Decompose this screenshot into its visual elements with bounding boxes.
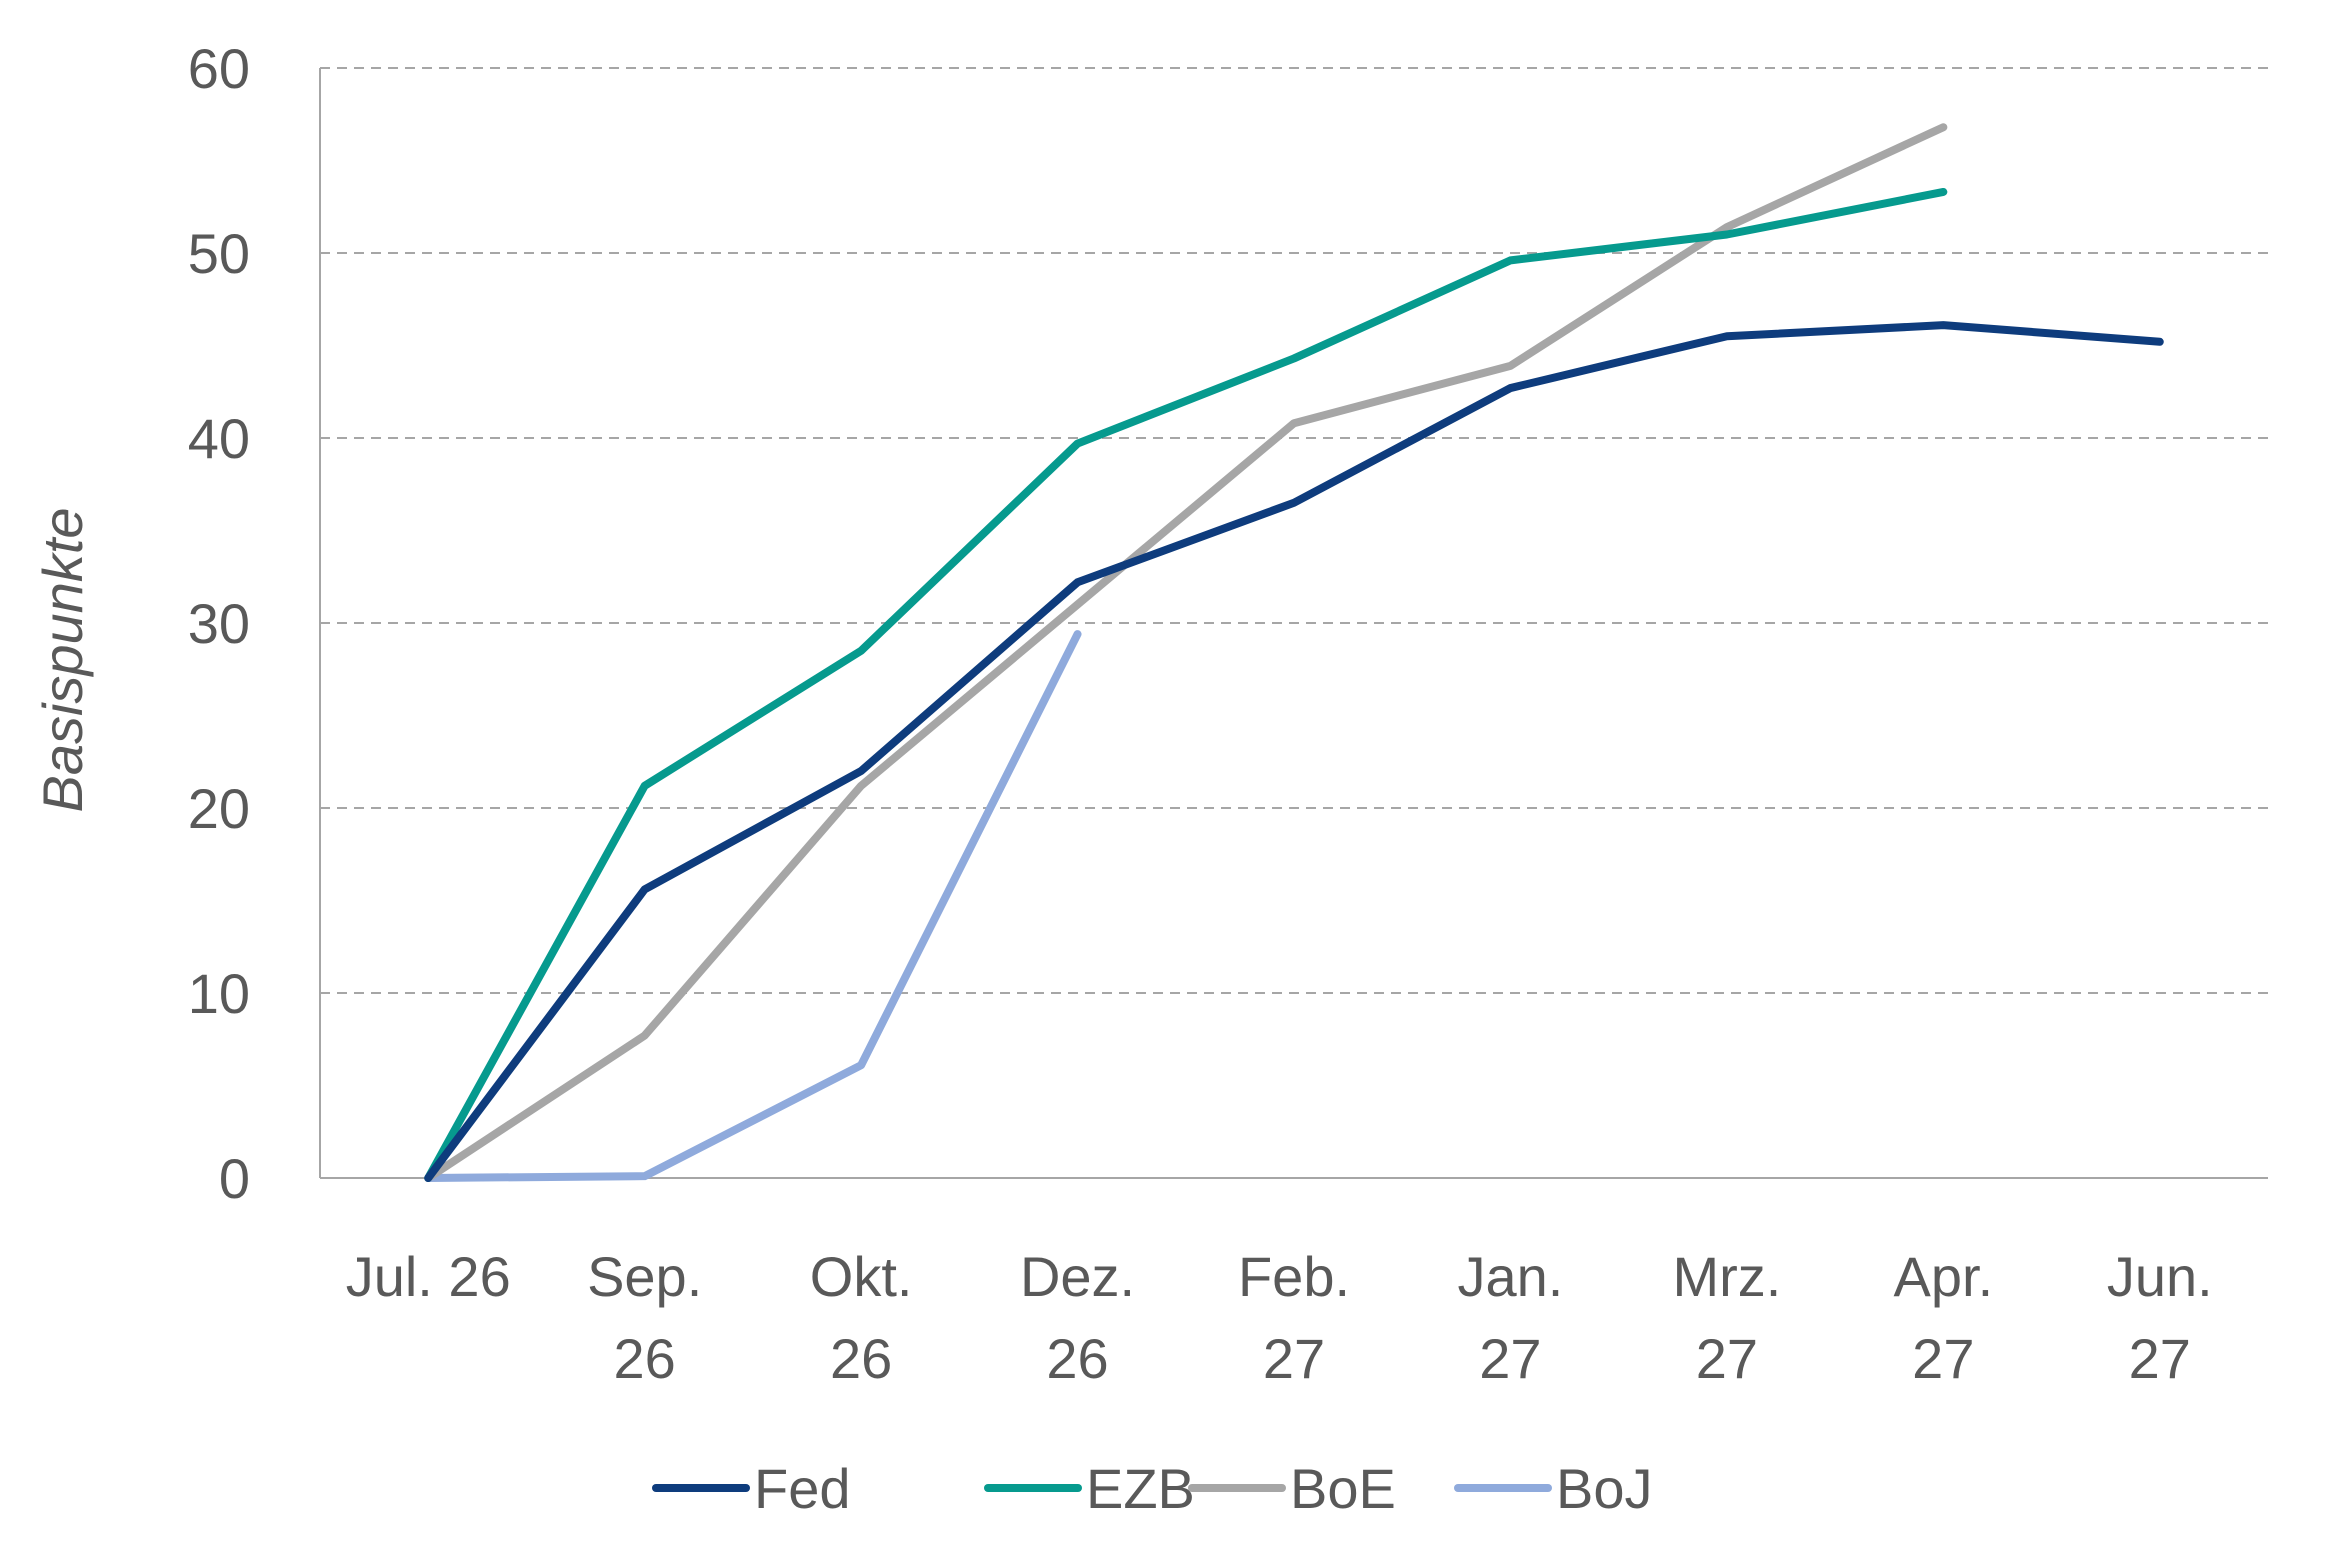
y-tick-label: 30 [188, 592, 250, 655]
x-tick-label-line: Jul. 26 [346, 1245, 511, 1308]
x-tick-label: Jul. 26 [346, 1245, 511, 1308]
legend-label-fed: Fed [754, 1457, 851, 1520]
x-tick-label-line: 27 [1696, 1327, 1758, 1390]
x-tick-label-line: Feb. [1238, 1245, 1350, 1308]
x-tick-label: Dez. 26 [1020, 1245, 1135, 1390]
x-tick-label: Feb. 27 [1238, 1245, 1350, 1390]
y-tick-label: 10 [188, 962, 250, 1025]
legend-label-boe: BoE [1290, 1457, 1396, 1520]
x-tick-label-line: Apr. [1894, 1245, 1994, 1308]
x-tick-label: Sep. 26 [587, 1245, 702, 1390]
x-tick-label-line: Sep. [587, 1245, 702, 1308]
x-tick-label-line: Dez. [1020, 1245, 1135, 1308]
x-tick-label-line: Jun. [2107, 1245, 2213, 1308]
x-tick-label: Mrz. 27 [1672, 1245, 1781, 1390]
x-tick-label-line: 27 [2129, 1327, 2191, 1390]
x-tick-label-line: 27 [1479, 1327, 1541, 1390]
series-lines [424, 123, 2164, 1182]
x-tick-label-line: 27 [1263, 1327, 1325, 1390]
y-axis-title: Basispunkte [31, 507, 94, 812]
x-tick-label: Jan. 27 [1458, 1245, 1564, 1390]
x-tick-label-line: Mrz. [1672, 1245, 1781, 1308]
series-line-boe [424, 123, 1948, 1182]
y-tick-label: 60 [188, 37, 250, 100]
legend-label-boj: BoJ [1556, 1457, 1653, 1520]
legend: Fed EZB BoE BoJ [652, 1457, 1653, 1520]
series-line-fed [424, 321, 2164, 1182]
y-tick-label: 0 [219, 1147, 250, 1210]
x-tick-label-line: Okt. [810, 1245, 913, 1308]
y-tick-label: 40 [188, 407, 250, 470]
y-axis-ticks: 0 10 20 30 40 50 60 [188, 37, 250, 1210]
x-tick-label: Apr. 27 [1894, 1245, 1994, 1390]
gridlines [320, 67, 2268, 994]
x-tick-label-line: 26 [830, 1327, 892, 1390]
x-tick-label: Okt. 26 [810, 1245, 913, 1390]
x-tick-label-line: Jan. [1458, 1245, 1564, 1308]
series-line-boj [424, 630, 1082, 1182]
x-tick-label-line: 27 [1912, 1327, 1974, 1390]
x-tick-label-line: 26 [614, 1327, 676, 1390]
series-line-ezb [424, 187, 1948, 1182]
legend-label-ezb: EZB [1086, 1457, 1195, 1520]
x-tick-label-line: 26 [1046, 1327, 1108, 1390]
x-tick-label: Jun. 27 [2107, 1245, 2213, 1390]
y-tick-label: 50 [188, 222, 250, 285]
y-tick-label: 20 [188, 777, 250, 840]
